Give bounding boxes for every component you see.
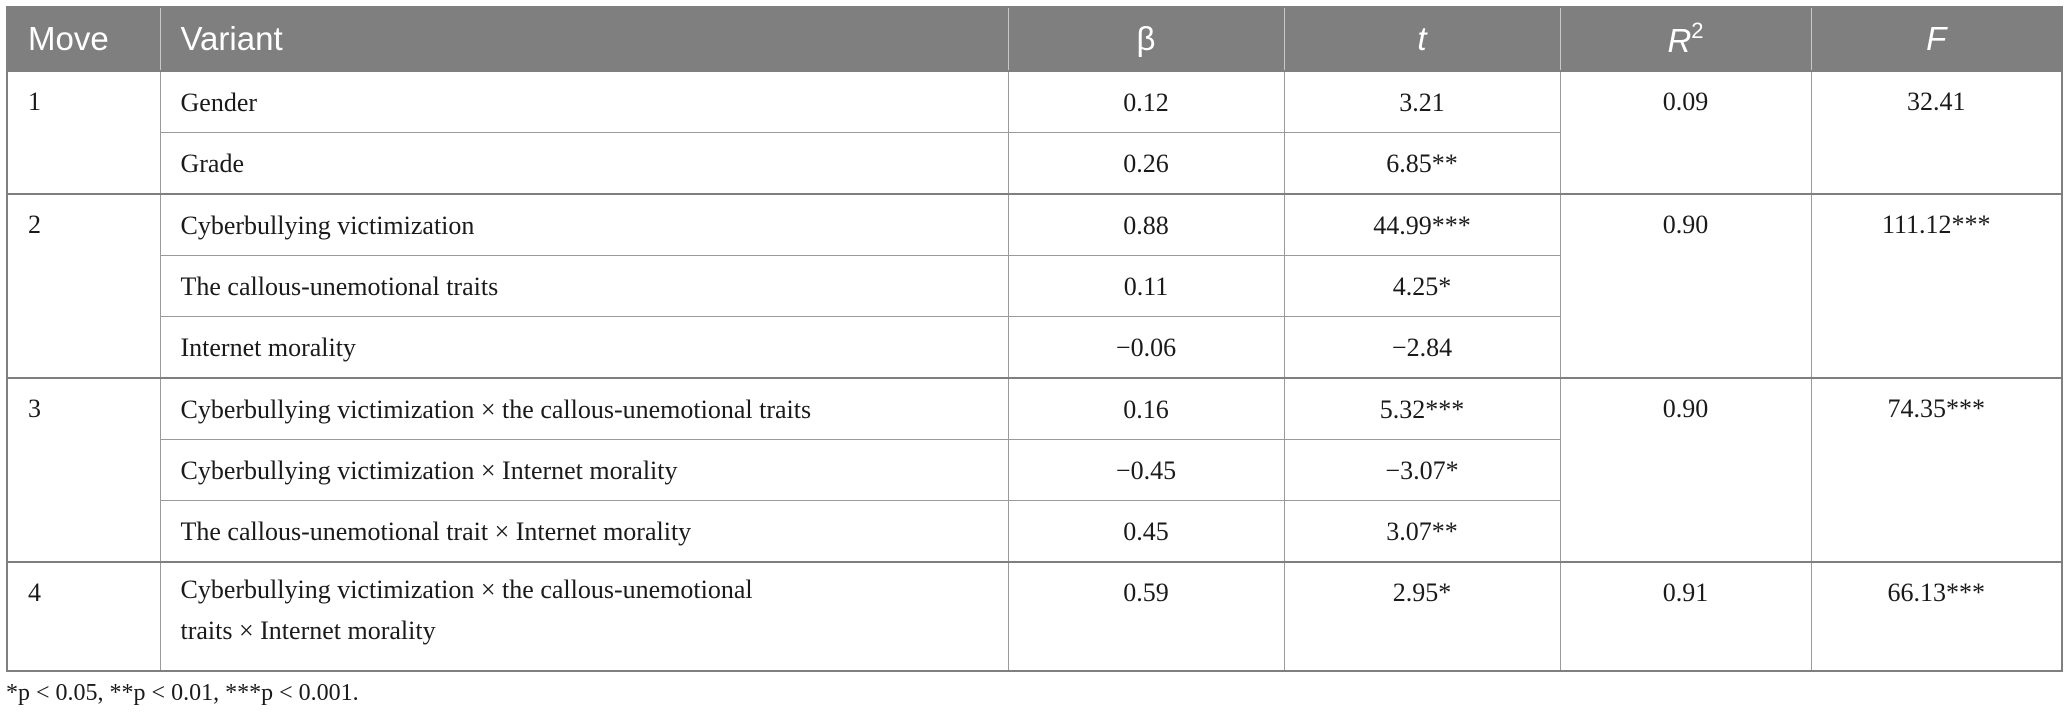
table-row: 3 Cyberbullying victimization × the call… <box>6 377 2063 563</box>
move-cell: 3 <box>6 377 161 563</box>
r2-cell: 0.09 <box>1559 70 1812 195</box>
variant-cell: The callous-unemotional traits <box>159 255 1009 317</box>
table-row: The callous-unemotional traits 0.11 4.25… <box>7 255 2062 317</box>
header-beta: β <box>1007 7 1284 71</box>
r2-cell: 0.90 <box>1559 377 1812 563</box>
beta-cell: 0.11 <box>1007 255 1285 317</box>
move-cell: 2 <box>6 193 161 379</box>
beta-cell: 0.26 <box>1007 132 1285 195</box>
beta-cell: 0.88 <box>1007 193 1285 256</box>
t-cell: 4.25* <box>1283 255 1561 317</box>
header-r2: R2 <box>1559 7 1811 71</box>
variant-cell: Cyberbullying victimization × the callou… <box>159 561 1009 672</box>
variant-cell: Grade <box>159 132 1009 195</box>
table-row: Cyberbullying victimization × Internet m… <box>7 439 2062 501</box>
t-cell: −3.07* <box>1283 439 1561 501</box>
f-cell: 74.35*** <box>1810 377 2063 563</box>
beta-cell: 0.45 <box>1007 500 1285 563</box>
r2-cell: 0.91 <box>1559 561 1812 672</box>
move-cell: 1 <box>6 70 161 195</box>
header-r2-base: R <box>1667 22 1692 59</box>
t-cell: 3.07** <box>1283 500 1561 563</box>
table-footnote: *p < 0.05, **p < 0.01, ***p < 0.001. <box>6 680 359 706</box>
t-cell: 6.85** <box>1283 132 1561 195</box>
variant-line: traits × Internet morality <box>180 616 436 645</box>
variant-cell: Cyberbullying victimization × the callou… <box>159 377 1009 440</box>
variant-cell: Gender <box>159 70 1009 133</box>
beta-cell: 0.16 <box>1007 377 1285 440</box>
header-variant: Variant <box>159 7 1008 71</box>
beta-cell: 0.59 <box>1007 561 1285 672</box>
beta-cell: −0.45 <box>1007 439 1285 501</box>
variant-cell: Cyberbullying victimization × Internet m… <box>159 439 1009 501</box>
f-cell: 32.41 <box>1810 70 2063 195</box>
beta-cell: 0.12 <box>1007 70 1285 133</box>
header-r2-superscript: 2 <box>1691 18 1704 43</box>
header-t: t <box>1283 7 1560 71</box>
f-cell: 66.13*** <box>1810 561 2063 672</box>
beta-cell: −0.06 <box>1007 316 1285 379</box>
table-row: Grade 0.26 6.85** <box>7 132 2062 195</box>
variant-line: Cyberbullying victimization × the callou… <box>180 575 753 604</box>
regression-table: Move Variant β t R2 F 1 Gender 0.12 3.21… <box>6 6 2063 672</box>
move-cell: 4 <box>6 561 161 672</box>
header-f: F <box>1810 7 2062 71</box>
table-row: 2 Cyberbullying victimization 0.88 44.99… <box>6 193 2063 379</box>
t-cell: 44.99*** <box>1283 193 1561 256</box>
variant-cell: The callous-unemotional trait × Internet… <box>159 500 1009 563</box>
variant-cell: Cyberbullying victimization <box>159 193 1009 256</box>
t-cell: 5.32*** <box>1283 377 1561 440</box>
header-move: Move <box>7 7 160 71</box>
t-cell: 3.21 <box>1283 70 1561 133</box>
table-row: 1 Gender 0.12 3.21 0.09 32.41 <box>6 70 2063 195</box>
header-row: Move Variant β t R2 F <box>7 7 2062 71</box>
variant-cell: Internet morality <box>159 316 1009 379</box>
r2-cell: 0.90 <box>1559 193 1812 379</box>
table-row: 4 Cyberbullying victimization × the call… <box>6 561 2063 672</box>
t-cell: −2.84 <box>1283 316 1561 379</box>
table-row: The callous-unemotional trait × Internet… <box>7 500 2062 563</box>
f-cell: 111.12*** <box>1810 193 2063 379</box>
t-cell: 2.95* <box>1283 561 1561 672</box>
